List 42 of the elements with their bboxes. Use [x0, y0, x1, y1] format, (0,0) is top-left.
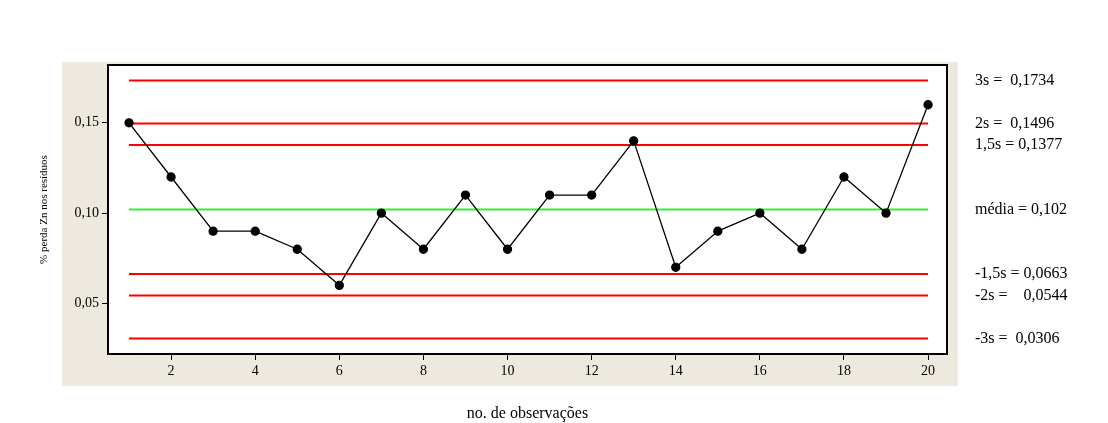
x-tick-label: 12	[584, 363, 599, 379]
point	[502, 244, 513, 254]
point	[418, 244, 429, 254]
point	[292, 244, 302, 254]
y-axis-title: % perda Zn nos resíduos	[37, 155, 50, 264]
point	[460, 190, 471, 200]
ref-line-label: -2s = 0,0544	[975, 285, 1068, 303]
y-tick-label: 0,15	[74, 114, 99, 130]
point	[881, 208, 891, 218]
ref-line-label: -1,5s = 0,0663	[975, 264, 1068, 282]
point	[166, 172, 176, 182]
point	[586, 190, 597, 200]
point	[923, 100, 933, 110]
x-tick-label: 20	[921, 363, 936, 379]
x-tick-label: 6	[335, 363, 343, 379]
y-tick-label: 0,10	[74, 204, 99, 220]
point	[839, 172, 849, 182]
point	[376, 208, 387, 218]
x-tick-label: 4	[251, 363, 259, 379]
ref-line-label: 1,5s = 0,1377	[975, 135, 1063, 153]
x-tick-label: 18	[836, 363, 851, 379]
x-tick-label: 16	[752, 363, 767, 379]
ref-line-label: média = 0,102	[975, 199, 1068, 217]
x-tick-label: 2	[167, 363, 175, 379]
y-tick-label: 0,05	[74, 295, 99, 311]
ref-line-label: 3s = 0,1734	[975, 70, 1055, 88]
point	[124, 118, 134, 128]
x-tick-label: 8	[419, 363, 427, 379]
point	[671, 262, 681, 272]
point	[713, 226, 723, 236]
point	[208, 226, 218, 236]
point	[250, 226, 260, 236]
x-tick-label: 14	[668, 363, 683, 379]
x-axis-title: no. de observações	[466, 403, 589, 422]
x-tick-label: 10	[500, 363, 515, 379]
point	[755, 208, 765, 218]
point	[797, 244, 807, 254]
point	[544, 190, 555, 200]
point	[334, 280, 344, 291]
point	[629, 136, 639, 146]
ref-line-label: -3s = 0,0306	[975, 328, 1060, 346]
ref-line-label: 2s = 0,1496	[975, 113, 1055, 131]
